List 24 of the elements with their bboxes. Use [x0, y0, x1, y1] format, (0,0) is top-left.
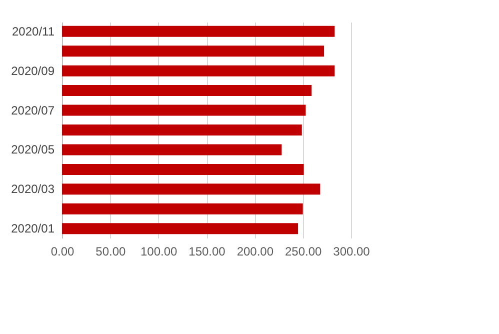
bar — [62, 203, 303, 214]
bar — [62, 184, 320, 195]
y-tick-label: 2020/05 — [11, 142, 55, 157]
x-tick-label: 200.00 — [236, 244, 274, 258]
y-tick-label: 2020/03 — [11, 182, 55, 196]
bar — [62, 164, 304, 175]
y-tick-label: 2020/11 — [12, 24, 55, 38]
bar — [62, 144, 282, 156]
y-tick-label: 2020/07 — [11, 103, 55, 118]
x-tick-label: 50.00 — [96, 244, 126, 258]
bar — [62, 85, 312, 96]
y-tick-label: 2020/09 — [11, 64, 55, 78]
bar — [62, 65, 335, 76]
y-tick-label: 2020/01 — [11, 222, 55, 236]
bar — [62, 124, 302, 136]
bar — [62, 26, 335, 37]
x-tick-label: 300.00 — [333, 244, 370, 258]
bar — [62, 46, 324, 57]
bar — [62, 104, 306, 116]
bar — [62, 223, 298, 234]
x-tick-label: 100.00 — [140, 244, 178, 258]
x-tick-label: 150.00 — [188, 244, 226, 258]
x-tick-label: 250.00 — [284, 244, 322, 258]
x-tick-label: 0.00 — [50, 244, 74, 258]
